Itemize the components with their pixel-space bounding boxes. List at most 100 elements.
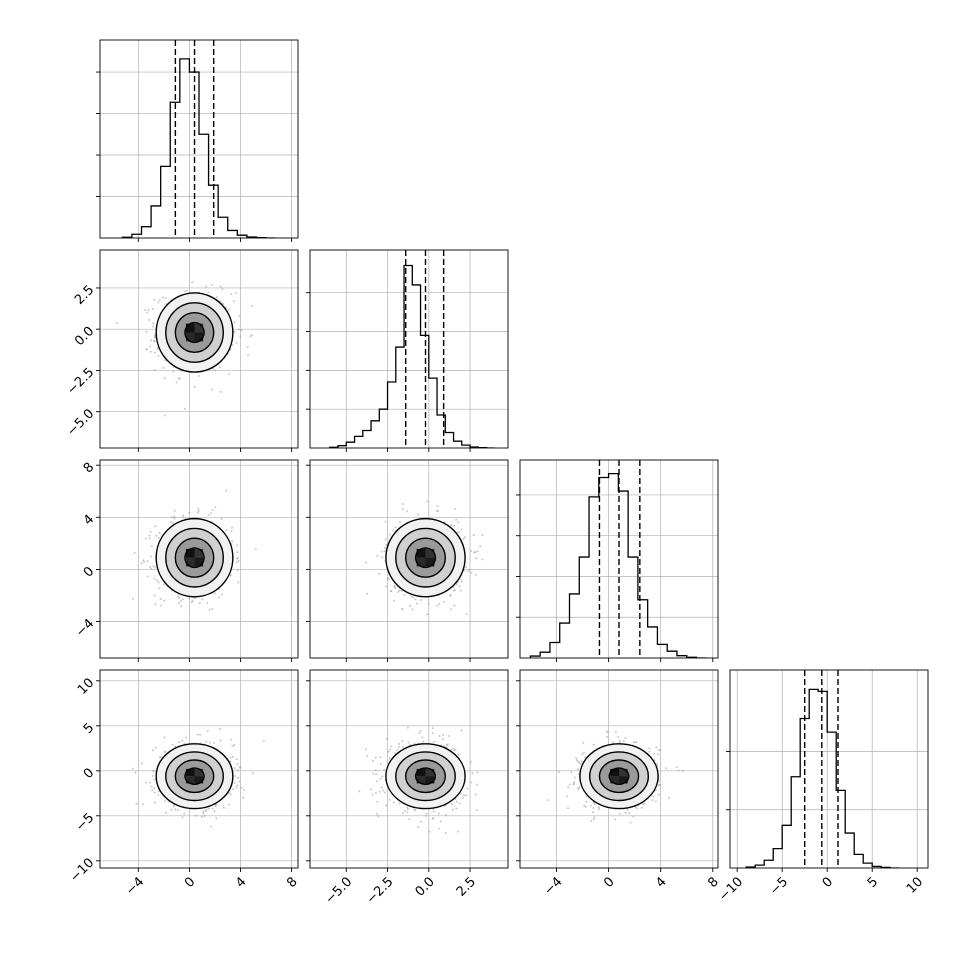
scatter-point-3-1-625	[465, 794, 468, 797]
scatter-point-3-1-642	[459, 793, 462, 796]
scatter-point-2-0-473	[154, 603, 157, 606]
scatter-point-2-1-92	[436, 504, 439, 507]
contour-3-0-3	[155, 743, 234, 810]
scatter-point-2-0-543	[254, 548, 257, 551]
joint-content-3-0	[132, 727, 265, 828]
scatter-point-3-2-236	[612, 741, 615, 744]
scatter-point-3-1-202	[371, 759, 374, 762]
scatter-point-3-2-156	[580, 760, 583, 763]
scatter-point-3-1-310	[428, 830, 431, 833]
scatter-point-3-0-485	[203, 815, 206, 818]
scatter-point-3-0-472	[228, 792, 231, 795]
scatter-point-3-2-520	[626, 808, 629, 811]
scatter-point-2-1-397	[398, 589, 401, 592]
scatter-point-1-0-655	[157, 301, 160, 304]
scatter-point-3-0-42	[142, 803, 145, 806]
ytick-label-2-1: 0	[81, 564, 97, 580]
panel-frame-1-0	[99, 249, 299, 449]
scatter-point-3-2-602	[592, 811, 595, 814]
joint-content-1-0	[116, 281, 254, 417]
density-core-d-2-1	[416, 557, 426, 567]
scatter-point-3-0-596	[240, 786, 243, 789]
scatter-point-1-0-426	[150, 339, 153, 342]
scatter-point-3-0-197	[233, 767, 236, 770]
scatter-point-3-2-483	[633, 741, 636, 744]
histogram-line-3	[745, 688, 900, 868]
xtick-label-2-1: 0	[601, 874, 617, 890]
xtick-label-3-4: 10	[904, 874, 926, 896]
scatter-point-2-1-96	[459, 578, 462, 581]
contour-1-0-1	[174, 312, 215, 354]
scatter-point-1-0-0	[246, 345, 249, 348]
scatter-point-3-2-300	[592, 806, 595, 809]
xtick-label-2-0: −4	[541, 874, 565, 898]
scatter-point-2-0-128	[144, 537, 147, 540]
scatter-point-2-0-82	[163, 599, 166, 602]
xtick-label-3-2: 0	[820, 874, 836, 890]
scatter-point-3-1-288	[421, 736, 424, 739]
scatter-point-2-0-467	[150, 555, 153, 558]
scatter-point-2-1-642	[398, 520, 401, 523]
scatter-point-3-1-572	[376, 800, 379, 803]
scatter-point-2-1-388	[426, 500, 429, 503]
scatter-point-3-2-409	[651, 799, 654, 802]
scatter-point-2-0-72	[180, 604, 183, 607]
scatter-point-3-0-10	[183, 812, 186, 815]
scatter-point-3-0-482	[154, 746, 157, 749]
scatter-point-2-1-532	[412, 596, 415, 599]
scatter-point-3-0-535	[153, 778, 156, 781]
scatter-point-2-1-519	[476, 550, 479, 553]
scatter-point-1-0-552	[233, 321, 236, 324]
scatter-point-3-0-516	[151, 789, 154, 792]
scatter-point-3-1-446	[414, 809, 417, 812]
scatter-point-2-1-3	[415, 602, 418, 605]
scatter-point-3-0-373	[237, 769, 240, 772]
scatter-point-3-0-214	[262, 739, 265, 742]
scatter-point-3-0-490	[233, 781, 236, 784]
contour-3-1-1	[405, 759, 447, 794]
scatter-point-3-0-123	[234, 775, 237, 778]
histogram-panel-3: −10 −5 0 5 10	[716, 669, 929, 904]
scatter-point-1-0-626	[183, 407, 186, 410]
scatter-point-3-2-500	[583, 804, 586, 807]
scatter-point-3-0-576	[199, 733, 202, 736]
scatter-point-2-0-405	[181, 598, 184, 601]
scatter-point-3-0-209	[153, 787, 156, 790]
scatter-point-3-2-0	[581, 753, 584, 756]
scatter-point-2-0-679	[197, 507, 200, 510]
xtick-label-3-0: −10	[716, 874, 746, 904]
scatter-point-2-0-43	[159, 597, 162, 600]
scatter-point-3-2-157	[547, 799, 550, 802]
xtick-label-0-0: −4	[123, 874, 147, 898]
scatter-point-2-0-656	[155, 579, 158, 582]
scatter-point-2-0-71	[173, 509, 176, 512]
scatter-point-3-2-276	[618, 739, 621, 742]
density-core-c-3-1	[425, 768, 435, 777]
scatter-point-3-1-332	[442, 733, 445, 736]
scatter-point-1-0-421	[153, 339, 156, 342]
scatter-point-2-0-670	[196, 511, 199, 514]
panel-frame-1-1	[309, 249, 509, 449]
scatter-point-3-2-526	[652, 795, 655, 798]
scatter-point-3-2-454	[655, 763, 658, 766]
panel-frame-2-1	[309, 459, 509, 659]
scatter-point-3-2-391	[624, 736, 627, 739]
scatter-point-3-2-168	[614, 731, 617, 734]
scatter-point-3-1-467	[401, 745, 404, 748]
ytick-label-1-1: −2.5	[64, 365, 97, 398]
scatter-point-2-0-111	[152, 565, 155, 568]
scatter-point-3-1-30	[466, 787, 469, 790]
scatter-point-2-0-478	[201, 598, 204, 601]
scatter-point-3-2-375	[574, 776, 577, 779]
scatter-point-2-1-120	[385, 585, 388, 588]
scatter-point-2-0-602	[178, 602, 181, 605]
scatter-point-3-2-404	[572, 782, 575, 785]
scatter-point-3-0-363	[231, 744, 234, 747]
scatter-point-2-0-545	[157, 581, 160, 584]
scatter-point-3-0-529	[140, 762, 143, 765]
density-core-c-3-2	[619, 768, 628, 777]
scatter-point-1-0-254	[239, 335, 242, 338]
scatter-point-3-0-201	[202, 812, 205, 815]
scatter-point-2-1-617	[387, 578, 390, 581]
scatter-point-2-0-212	[179, 599, 182, 602]
